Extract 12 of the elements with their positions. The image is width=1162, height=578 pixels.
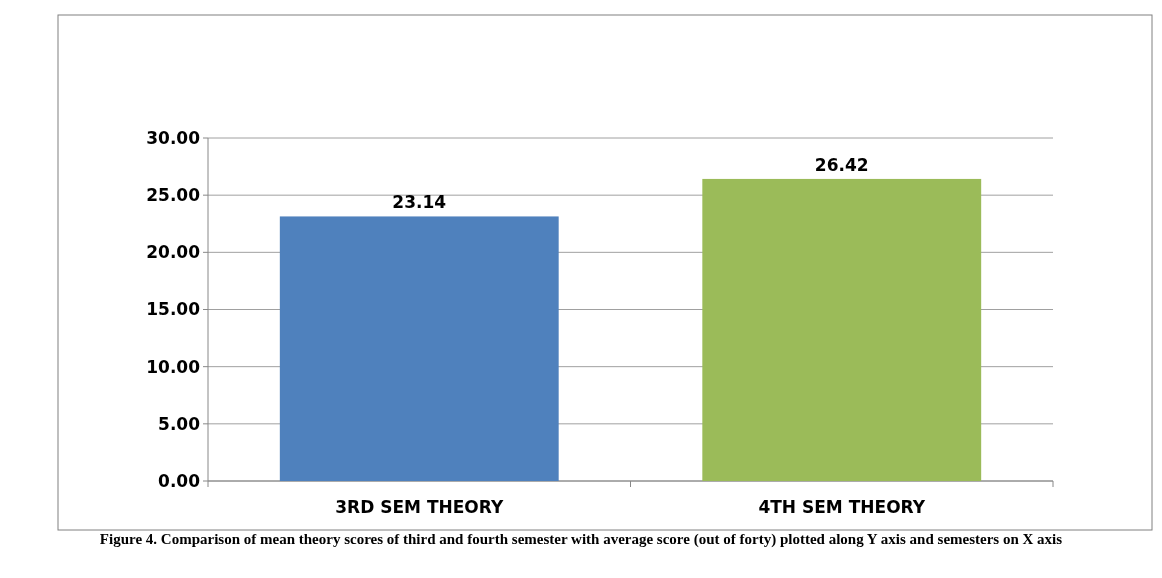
- data-label: 26.42: [814, 154, 869, 175]
- y-tick-label: 20.00: [146, 242, 201, 263]
- y-tick-label: 15.00: [146, 299, 201, 320]
- data-label: 23.14: [392, 192, 447, 213]
- caption: Figure 4. Comparison of mean theory scores of third and fourth semester with average score (out of forty) plotted along Y axis and semesters on X axis: [98, 530, 1064, 548]
- y-tick-label: 30.00: [146, 127, 201, 148]
- x-tick-label: 4TH SEM THEORY: [758, 497, 926, 517]
- y-tick-label: 0.00: [158, 470, 201, 491]
- y-tick-label: 10.00: [146, 356, 201, 377]
- y-tick-label: 25.00: [146, 185, 201, 206]
- x-tick-label: 3RD SEM THEORY: [335, 497, 504, 517]
- y-tick-label: 5.00: [158, 413, 201, 434]
